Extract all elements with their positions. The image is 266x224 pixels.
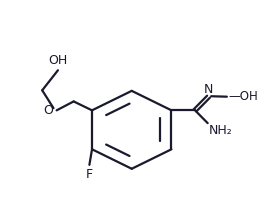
Text: OH: OH <box>48 54 68 67</box>
Text: F: F <box>86 168 93 181</box>
Text: —OH: —OH <box>228 90 258 103</box>
Text: N: N <box>204 83 213 96</box>
Text: NH₂: NH₂ <box>209 124 233 137</box>
Text: O: O <box>44 104 53 117</box>
